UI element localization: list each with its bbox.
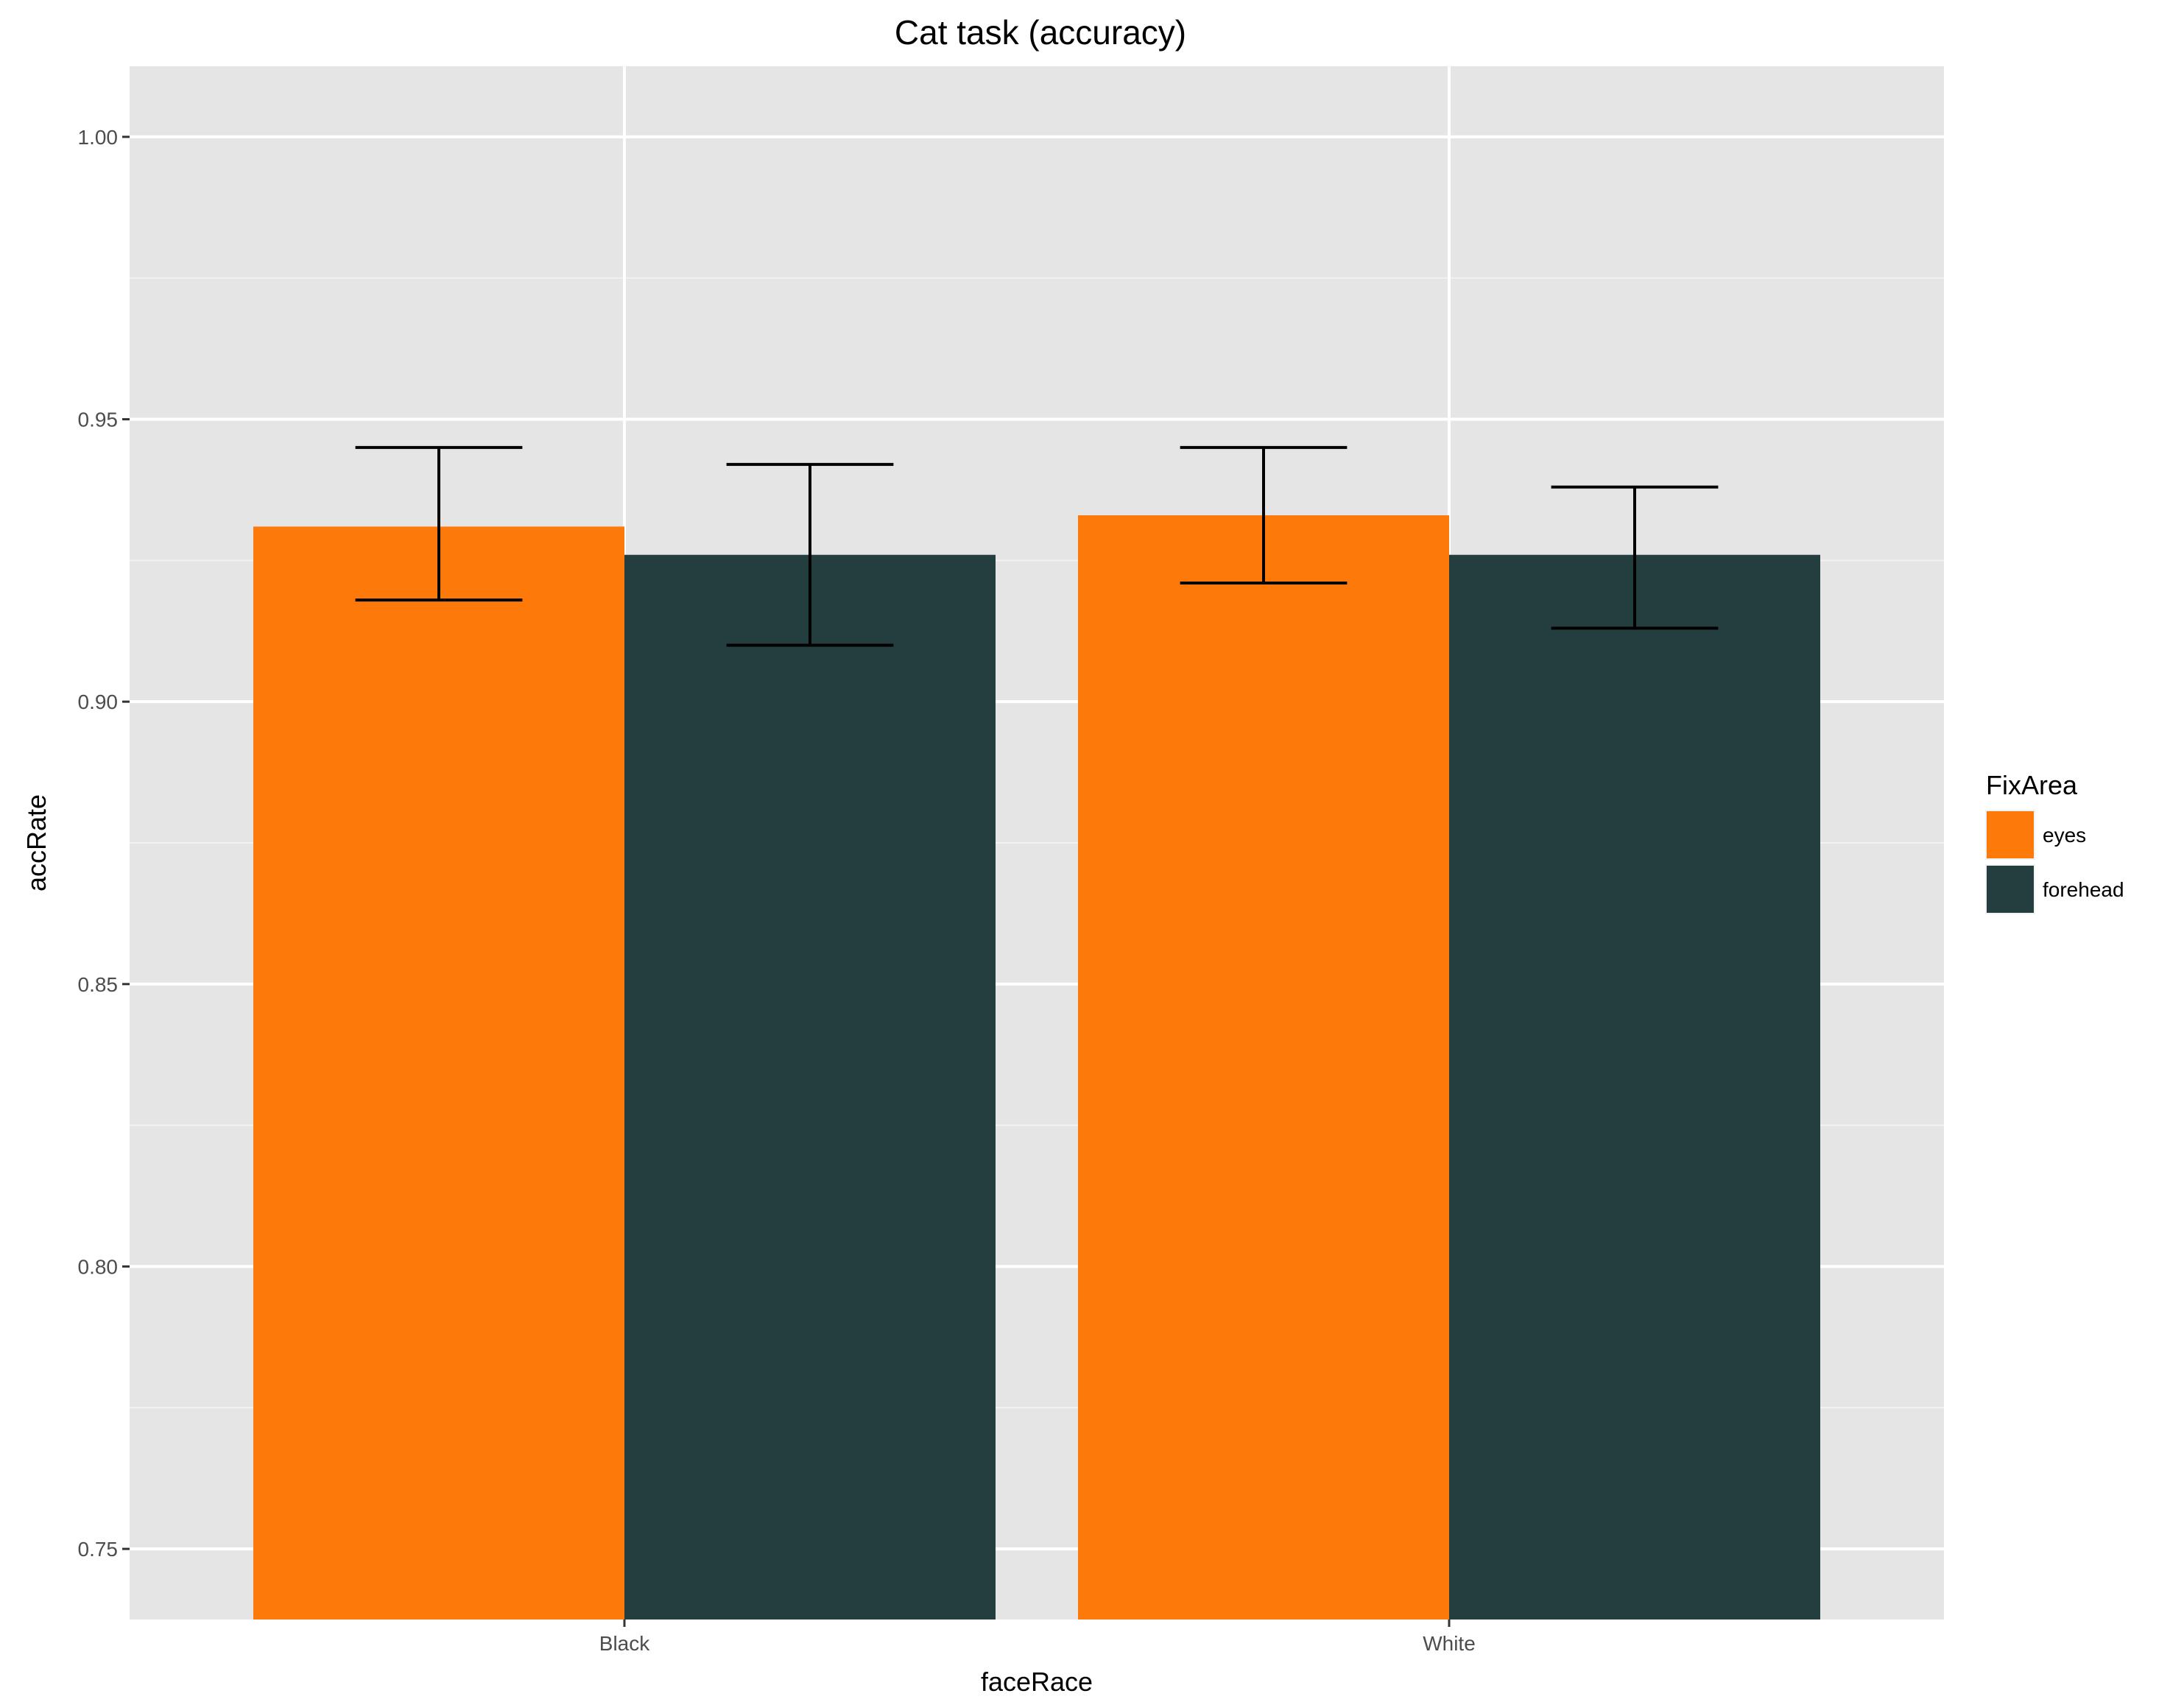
x-tick-label: Black xyxy=(599,1632,650,1655)
chart-title: Cat task (accuracy) xyxy=(895,13,1186,52)
y-tick-label: 0.95 xyxy=(78,409,119,431)
y-tick-label: 0.90 xyxy=(78,690,119,713)
legend-swatch-eyes xyxy=(1987,811,2034,858)
legend-swatch-forehead xyxy=(1987,866,2034,913)
bar-eyes-White xyxy=(1078,515,1449,1619)
x-axis: Black White xyxy=(599,1619,1476,1655)
x-tick-label: White xyxy=(1423,1632,1476,1655)
y-tick-label: 1.00 xyxy=(78,126,119,149)
error-bars xyxy=(355,445,1719,647)
legend-label-forehead: forehead xyxy=(2043,878,2124,901)
legend-label-eyes: eyes xyxy=(2043,824,2086,847)
y-axis: 0.75 0.80 0.85 0.90 0.95 1.00 xyxy=(78,126,130,1561)
bars xyxy=(253,515,1820,1619)
legend-title: FixArea xyxy=(1986,770,2078,800)
x-axis-title: faceRace xyxy=(981,1667,1093,1697)
y-tick-label: 0.75 xyxy=(78,1538,119,1561)
legend-items: eyes forehead xyxy=(1985,810,2124,914)
y-tick-label: 0.80 xyxy=(78,1255,119,1278)
y-axis-title: accRate xyxy=(21,794,52,891)
bar-forehead-White xyxy=(1449,554,1820,1619)
bar-eyes-Black xyxy=(253,526,624,1619)
bar-forehead-Black xyxy=(624,554,996,1619)
y-tick-label: 0.85 xyxy=(78,973,119,996)
legend: FixArea eyes forehead xyxy=(1985,770,2124,914)
